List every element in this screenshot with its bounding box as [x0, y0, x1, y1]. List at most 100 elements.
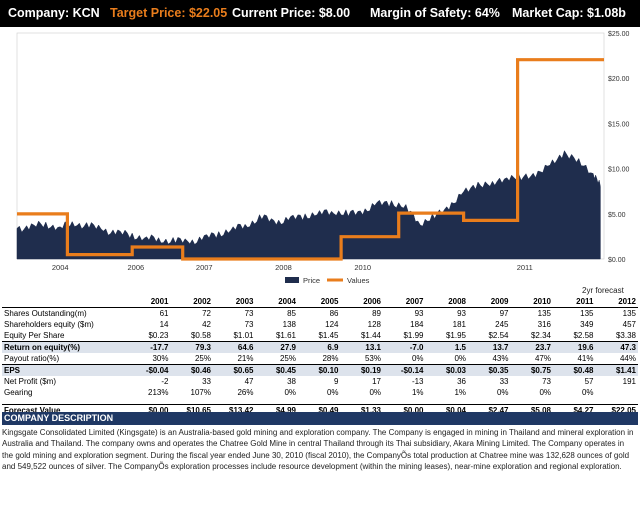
table-cell — [596, 387, 639, 398]
table-cell: 25% — [255, 353, 298, 365]
table-cell: 245 — [495, 320, 509, 329]
table-cell: 124 — [325, 320, 339, 329]
header-bar: Company: KCN Target Price: $22.05 Curren… — [0, 0, 640, 27]
year-header: 2003 — [213, 296, 256, 308]
table-cell: 13.1 — [340, 341, 383, 353]
table-cell: 316 — [537, 320, 551, 329]
company-description-text: Kingsgate Consolidated Limited (Kingsgat… — [2, 428, 634, 472]
row-label: Shares Outstanding(m) — [4, 309, 87, 318]
table-cell: 9 — [334, 377, 339, 386]
table-cell: $2.58 — [553, 330, 596, 342]
table-cell: 36 — [457, 377, 466, 386]
table-cell: 107% — [190, 388, 211, 397]
table-row: Gearing 213% 107% 26% 0% 0% 0% 1% 1% 0% 0% 0% — [2, 387, 638, 398]
table-cell: 135 — [537, 309, 551, 318]
table-cell: 41% — [553, 353, 596, 365]
table-header-blank — [2, 296, 128, 308]
year-header: 2008 — [425, 296, 468, 308]
forecast-note: 2yr forecast — [582, 286, 624, 295]
table-cell: 6.9 — [298, 341, 341, 353]
table-cell: 30% — [128, 353, 171, 365]
company-label: Company: KCN — [8, 6, 100, 20]
year-header: 2011 — [553, 296, 596, 308]
table-cell: 128 — [367, 320, 381, 329]
table-cell: 89 — [372, 309, 381, 318]
table-cell: 73 — [244, 309, 254, 318]
year-header: 2012 — [595, 296, 638, 308]
table-cell: 73 — [244, 320, 254, 329]
table-cell: -2 — [161, 377, 169, 386]
table-cell: 0% — [326, 388, 339, 397]
table-row: Shares Outstanding(m) 61 72 73 85 86 89 93 93 97 1… — [2, 308, 638, 320]
table-cell: $1.41 — [595, 364, 638, 376]
x-tick-label: 2006 — [127, 263, 144, 272]
current-price-label: Current Price: $8.00 — [232, 6, 351, 20]
series-values-line — [17, 58, 604, 261]
table-cell: -17.7 — [128, 341, 171, 353]
x-tick-label: 2007 — [196, 263, 213, 272]
x-tick-label: 2004 — [52, 263, 69, 272]
table-cell: 27.9 — [255, 341, 298, 353]
year-header: 2005 — [298, 296, 341, 308]
x-tick-label: 2011 — [517, 263, 533, 272]
table-cell: $0.35 — [468, 364, 511, 376]
year-header: 2002 — [170, 296, 213, 308]
table-cell: 0% — [539, 388, 551, 397]
table-cell: 19.6 — [553, 341, 596, 353]
table-cell: $0.75 — [510, 364, 553, 376]
table-cell: 0% — [369, 388, 381, 397]
table-cell: 135 — [580, 309, 594, 318]
table-cell: $0.58 — [170, 330, 213, 342]
table-cell: 26% — [237, 388, 254, 397]
y-tick-label: $25.00 — [608, 31, 630, 38]
table-cell: $1.99 — [383, 330, 426, 342]
row-label: EPS — [2, 364, 128, 376]
table-cell: $0.48 — [553, 364, 596, 376]
y-tick-label: $15.00 — [608, 121, 630, 128]
y-tick-label: $20.00 — [608, 76, 630, 83]
row-label: Equity Per Share — [2, 330, 128, 342]
table-cell: -13 — [411, 377, 424, 386]
row-label: Return on equity(%) — [2, 341, 128, 353]
price-chart: $25.00 $20.00 $15.00 $10.00 $5.00 $0.00 2004 20… — [16, 31, 630, 285]
table-cell: 13.7 — [468, 341, 511, 353]
year-header: 2007 — [383, 296, 426, 308]
financials-table: 2001 2002 2003 2004 2005 2006 2007 2008 2009 2010… — [2, 296, 638, 417]
table-cell: $0.65 — [213, 364, 256, 376]
table-cell: $0.03 — [425, 364, 468, 376]
table-cell: 0% — [496, 388, 509, 397]
market-cap-label: Market Cap: $1.08b — [512, 6, 626, 20]
row-label: Payout ratio(%) — [2, 353, 128, 365]
table-cell: $1.01 — [213, 330, 256, 342]
table-cell: 85 — [287, 309, 296, 318]
table-cell: $0.10 — [298, 364, 341, 376]
year-header: 2001 — [128, 296, 171, 308]
table-cell: 14 — [159, 320, 169, 329]
y-tick-label: $5.00 — [608, 212, 626, 219]
table-cell: $1.61 — [255, 330, 298, 342]
table-row: Net Profit ($m) -2 33 47 38 9 17 -13 36 33 73 57 191 — [2, 376, 638, 387]
table-cell: 135 — [622, 309, 636, 318]
table-cell: 0% — [383, 353, 426, 365]
table-cell: 73 — [542, 377, 551, 386]
table-row: EPS -$0.04 $0.46 $0.65 $0.45 $0.10 $0.19 -$0.14… — [2, 364, 638, 376]
year-header: 2006 — [340, 296, 383, 308]
target-price-label: Target Price: $22.05 — [110, 6, 228, 20]
table-cell: -$0.04 — [128, 364, 171, 376]
year-header: 2010 — [510, 296, 553, 308]
table-cell: 23.7 — [510, 341, 553, 353]
table-cell: $1.44 — [340, 330, 383, 342]
year-header: 2009 — [468, 296, 511, 308]
table-cell: 1% — [411, 388, 424, 397]
table-cell: $0.46 — [170, 364, 213, 376]
table-cell: 72 — [202, 309, 211, 318]
table-cell: $0.19 — [340, 364, 383, 376]
table-cell: 44% — [595, 353, 638, 365]
table-cell: 1% — [454, 388, 466, 397]
table-cell: 33 — [202, 377, 211, 386]
table-cell: 28% — [298, 353, 341, 365]
table-cell: $1.45 — [298, 330, 341, 342]
table-cell: 86 — [329, 309, 339, 318]
table-cell: 64.6 — [213, 341, 256, 353]
table-cell: 25% — [170, 353, 213, 365]
